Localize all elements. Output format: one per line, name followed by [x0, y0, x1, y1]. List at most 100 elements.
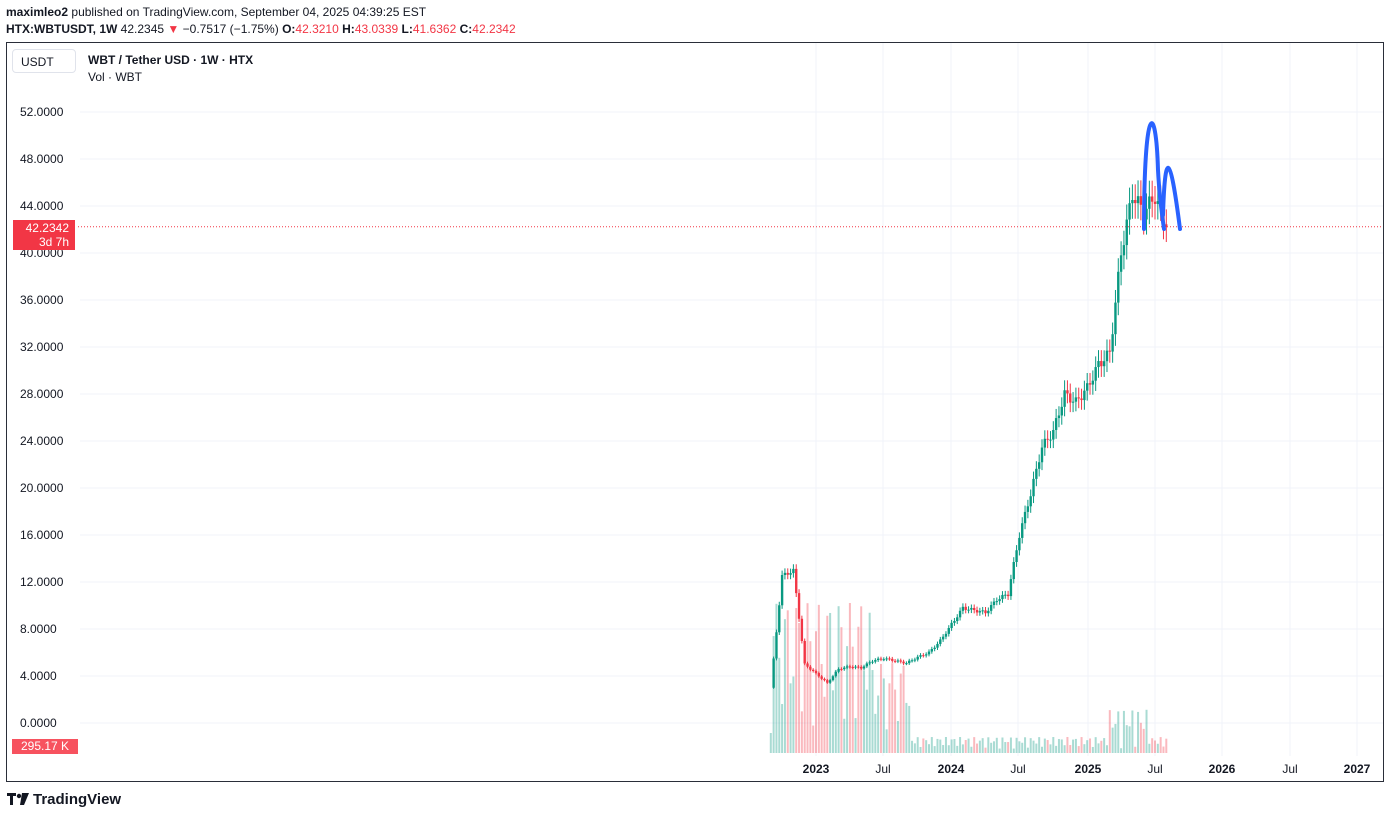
candle-body [1049, 439, 1052, 441]
candle-body [1040, 447, 1044, 463]
candle-body [860, 666, 863, 669]
candle-body [848, 666, 852, 668]
volume-bar [806, 603, 809, 753]
candle-body [1001, 594, 1004, 600]
candle-body [1052, 429, 1055, 440]
volume-bar [1103, 738, 1106, 753]
volume-bar [998, 748, 1001, 753]
candle-body [772, 658, 775, 688]
open-label: O: [282, 22, 296, 36]
candle-body [868, 662, 871, 664]
candle-body [1021, 523, 1024, 538]
candle-body [1153, 201, 1157, 204]
volume-bar [775, 603, 778, 753]
down-arrow-icon: ▼ [167, 22, 180, 36]
candle-body [981, 610, 984, 612]
volume-bar [990, 742, 993, 753]
volume-bar [1137, 711, 1140, 753]
candle-body [857, 666, 860, 668]
volume-bar [953, 739, 956, 753]
candle-body [806, 663, 809, 667]
x-tick-label: Jul [1147, 762, 1162, 776]
volume-bar [942, 745, 945, 753]
volume-bar [1142, 728, 1145, 753]
y-tick-label: 8.0000 [20, 622, 57, 636]
candle-body [797, 593, 801, 619]
candle-body [958, 610, 962, 618]
candle-body [1066, 390, 1069, 394]
currency-button[interactable]: USDT [12, 49, 76, 73]
candle-body [845, 666, 849, 668]
volume-bar [831, 690, 834, 753]
candle-body [953, 621, 956, 623]
candle-body [871, 661, 874, 663]
volume-bar [930, 737, 933, 753]
legend-volume[interactable]: Vol · WBT [88, 70, 143, 84]
volume-bar [795, 608, 798, 753]
volume-bar [823, 696, 826, 753]
candle-body [905, 663, 908, 665]
candle-body [1086, 383, 1089, 391]
candle-body [862, 666, 866, 669]
candle-body [789, 573, 792, 575]
volume-bar [1015, 737, 1018, 753]
symbol-label: HTX:WBTUSDT, 1W [6, 22, 118, 36]
tradingview-brand[interactable]: TradingView [7, 791, 121, 808]
volume-bar [1122, 710, 1125, 753]
volume-bar [1060, 739, 1063, 753]
candle-body [1069, 393, 1072, 403]
volume-bar [1097, 743, 1100, 753]
publish-info: maximleo2 published on TradingView.com, … [6, 5, 426, 19]
candle-body [902, 661, 905, 664]
candle-body [1139, 196, 1143, 205]
volume-bar [925, 740, 928, 753]
candle-body [939, 639, 942, 644]
volume-bar [970, 746, 973, 753]
legend-title[interactable]: WBT / Tether USD · 1W · HTX [88, 53, 254, 67]
candle-body [1043, 438, 1047, 448]
candle-body [1074, 397, 1078, 402]
volume-bar [992, 741, 995, 753]
volume-bar [848, 603, 851, 753]
y-tick-label: 32.0000 [20, 340, 64, 354]
volume-bar [809, 641, 812, 753]
volume-bar [865, 689, 868, 753]
x-tick-label: 2025 [1075, 762, 1102, 776]
candle-body [961, 606, 965, 611]
candle-body [1131, 200, 1134, 204]
high-value: 43.0339 [354, 22, 399, 36]
volume-bar [882, 678, 885, 753]
candle-body [1054, 418, 1058, 430]
volume-bar [1117, 711, 1120, 753]
volume-bar [1154, 740, 1156, 753]
candle-body [1114, 302, 1117, 335]
volume-bar [843, 718, 846, 753]
volume-bar [976, 743, 979, 753]
drawing-arc-large [1142, 121, 1166, 231]
candle-body [778, 605, 781, 633]
volume-bar [1043, 738, 1046, 753]
candle-body [1018, 537, 1021, 551]
volume-bar [1165, 738, 1168, 753]
publish-date: published on TradingView.com, September … [71, 5, 427, 19]
candle-body [828, 680, 832, 683]
volume-bar [1156, 743, 1159, 753]
candle-body [879, 658, 883, 660]
candle-body [1088, 383, 1092, 385]
volume-bar [834, 669, 837, 753]
volume-bar [984, 747, 987, 753]
candle-body [874, 660, 877, 662]
candle-body [786, 572, 789, 575]
candle-body [924, 654, 928, 656]
candle-body [1083, 390, 1086, 401]
volume-bar [1063, 745, 1066, 753]
publisher-name[interactable]: maximleo2 [6, 5, 69, 19]
candle-body [975, 609, 979, 613]
volume-bar [877, 695, 880, 753]
volume-bar [792, 676, 795, 753]
last-price-tag-value: 42.2342 [25, 221, 69, 235]
chart-frame[interactable] [6, 42, 1384, 782]
volume-bar [786, 610, 789, 753]
candle-body [989, 605, 993, 611]
